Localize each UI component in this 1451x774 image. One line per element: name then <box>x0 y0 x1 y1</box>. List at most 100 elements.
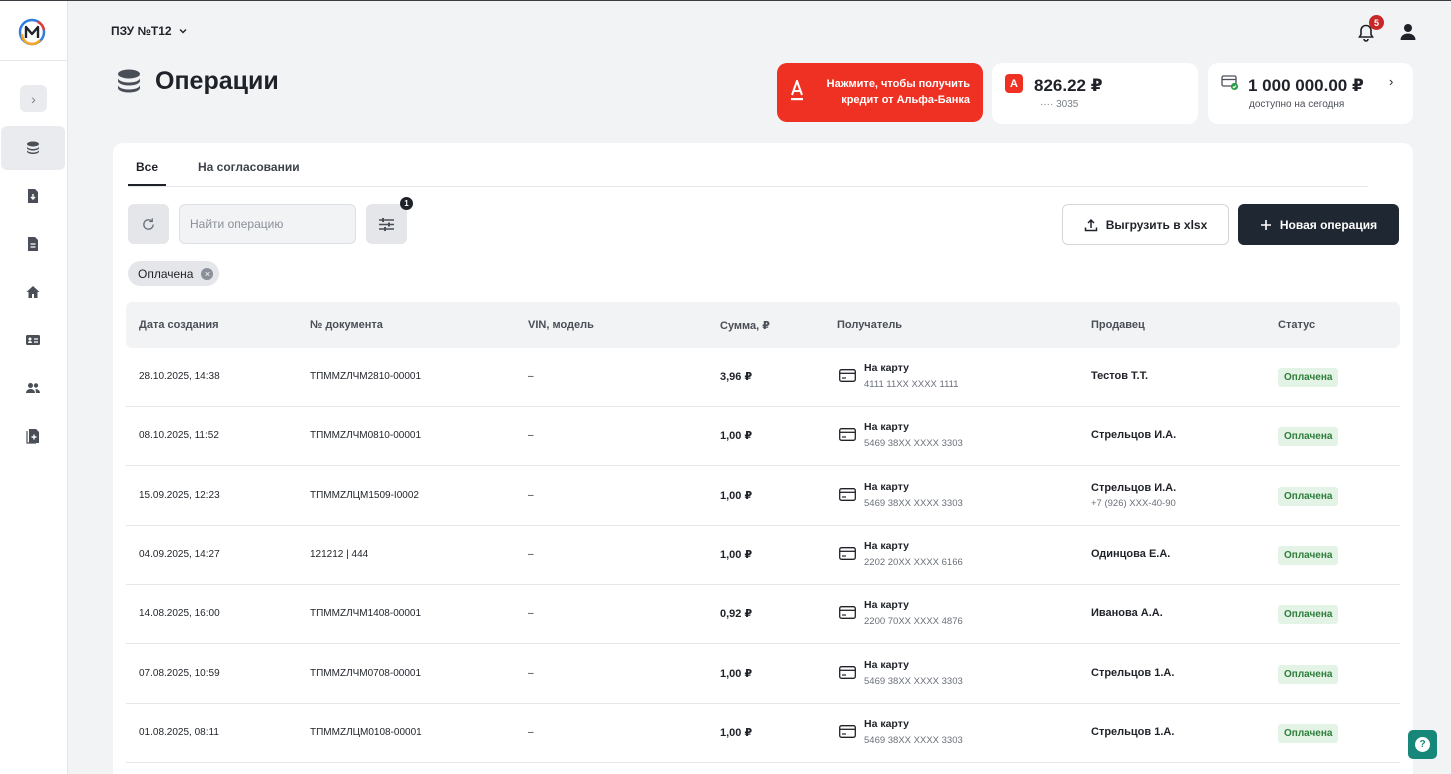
credit-card-icon <box>839 428 856 442</box>
question-icon: ? <box>1415 737 1430 752</box>
table-row[interactable]: 01.08.2025, 08:11 ТПММZЛЦМ0108-00001 – 1,00… <box>126 704 1400 763</box>
status-badge: Оплачена <box>1278 605 1339 625</box>
organization-select[interactable]: ПЗУ №Т12 <box>111 24 188 38</box>
id-card-icon <box>26 335 40 345</box>
coins-stack-icon <box>27 141 39 154</box>
cell-seller: Стрельцов 1.А. <box>1091 666 1175 679</box>
chevron-right-icon: › <box>1389 74 1394 89</box>
status-badge: Оплачена <box>1278 664 1339 684</box>
cell-recipient-card: 5469 38XX XXXX 3303 <box>864 675 963 687</box>
cell-vin: – <box>528 548 534 560</box>
credit-card-icon <box>839 724 856 738</box>
cell-document-number: ТПММZЛЦМ1509-I0002 <box>310 489 419 501</box>
cell-amount: 1,00 ₽ <box>720 726 753 739</box>
cell-amount: 0,92 ₽ <box>720 608 753 621</box>
table-row[interactable]: 04.09.2025, 14:27 121212 | 444 – 1,00 ₽ На к… <box>126 526 1400 585</box>
table-row[interactable]: 14.08.2025, 16:00 ТПММZЛЧМ1408-00001 – 0,92… <box>126 585 1400 645</box>
cell-recipient-type: На карту <box>864 362 909 374</box>
cell-recipient-type: На карту <box>864 658 909 671</box>
table-header: Дата создания № документа VIN, модель Су… <box>126 302 1400 348</box>
status-badge: Оплачена <box>1278 427 1339 447</box>
cell-seller: Иванова А.А. <box>1091 607 1163 620</box>
cell-vin: – <box>528 608 534 620</box>
cell-date: 01.08.2025, 08:11 <box>139 726 219 738</box>
alfa-credit-promo[interactable]: Нажмите, чтобы получить кредит от Альфа-… <box>777 63 983 122</box>
document-download-icon <box>28 189 38 203</box>
sidebar-item-users[interactable] <box>1 366 65 410</box>
home-icon <box>26 286 40 298</box>
cell-amount: 1,00 ₽ <box>720 430 753 443</box>
bank-logo-icon: А <box>1005 74 1023 93</box>
available-limit-amount: 1 000 000.00 ₽ <box>1248 76 1364 95</box>
cell-vin: – <box>528 667 534 679</box>
organization-name: ПЗУ №Т12 <box>111 24 172 38</box>
help-button[interactable]: ? <box>1408 730 1437 759</box>
sidebar: › <box>0 1 68 774</box>
new-operation-label: Новая операция <box>1279 217 1378 232</box>
cell-date: 07.08.2025, 10:59 <box>139 667 220 679</box>
sidebar-item-id-card[interactable] <box>1 318 65 362</box>
cell-recipient-card: 4111 11XX XXXX 1111 <box>864 379 959 390</box>
credit-card-icon <box>839 369 856 382</box>
cell-amount: 1,00 ₽ <box>720 548 753 561</box>
cell-document-number: 121212 | 444 <box>310 548 369 560</box>
alfa-promo-text: Нажмите, чтобы получить кредит от Альфа-… <box>826 78 970 106</box>
cell-vin: – <box>528 726 534 738</box>
column-header-amount[interactable]: Сумма, ₽ <box>720 320 770 332</box>
user-profile-icon[interactable] <box>1398 22 1418 42</box>
column-header-recipient[interactable]: Получатель <box>837 319 903 331</box>
refresh-button[interactable] <box>128 204 169 244</box>
column-header-seller[interactable]: Продавец <box>1091 319 1145 331</box>
cell-seller: Тестов Т.Т. <box>1091 370 1149 382</box>
cell-document-number: ТПММZЛЧМ1408-00001 <box>310 608 422 620</box>
search-input[interactable] <box>179 204 356 244</box>
tab-pending-approval[interactable]: На согласовании <box>198 160 300 174</box>
balance-card[interactable]: А 826.22 ₽ ···· 3035 <box>992 63 1198 124</box>
sidebar-item-documents[interactable] <box>1 222 65 266</box>
filter-chip-label: Оплачена <box>138 266 194 281</box>
alfa-bank-logo-icon <box>791 80 803 101</box>
new-operation-button[interactable]: Новая операция <box>1238 204 1399 245</box>
sidebar-item-document-add[interactable] <box>1 414 65 458</box>
cell-recipient-card: 5469 38XX XXXX 3303 <box>864 734 963 746</box>
bell-icon[interactable] <box>1356 23 1376 43</box>
credit-card-icon <box>839 546 856 560</box>
cell-seller: Стрельцов 1.А. <box>1091 725 1175 738</box>
cell-vin: – <box>528 430 534 442</box>
sidebar-item-operations[interactable] <box>1 126 65 170</box>
table-row[interactable]: 15.09.2025, 12:23 ТПММZЛЦМ1509-I0002 – 1,00… <box>126 467 1400 526</box>
sidebar-expand-button[interactable]: › <box>20 85 47 112</box>
cell-recipient-card: 2202 20XX XXXX 6166 <box>864 556 963 568</box>
cell-document-number: ТПММZЛЧМ2810-00001 <box>310 371 422 382</box>
document-icon <box>28 237 38 251</box>
sidebar-item-document-download[interactable] <box>1 174 65 218</box>
cell-recipient-type: На карту <box>864 421 909 434</box>
table-row[interactable]: 08.10.2025, 11:52 ТПММZЛЧМ0810-00001 – 1,00… <box>126 407 1400 467</box>
table-row[interactable]: 07.08.2025, 10:59 ТПММZЛЧМ0708-00001 – 1,00… <box>126 645 1400 704</box>
tab-all[interactable]: Все <box>136 160 159 174</box>
sidebar-item-home[interactable] <box>1 270 65 314</box>
card-check-icon <box>1221 75 1239 91</box>
column-header-status[interactable]: Статус <box>1278 319 1316 331</box>
app-logo-icon[interactable] <box>18 18 46 46</box>
cell-vin: – <box>528 371 534 382</box>
chevron-down-icon <box>179 29 187 34</box>
status-badge: Оплачена <box>1278 368 1339 387</box>
column-header-date[interactable]: Дата создания <box>139 319 219 331</box>
notifications-badge: 5 <box>1369 15 1384 30</box>
cell-recipient-type: На карту <box>864 539 909 552</box>
cell-seller: Стрельцов И.А. <box>1091 481 1177 494</box>
coins-stack-icon <box>118 69 140 93</box>
credit-card-icon <box>839 487 856 501</box>
table-row[interactable]: 28.10.2025, 14:38 ТПММZЛЧМ2810-00001 – 3,96… <box>126 348 1400 407</box>
column-header-document[interactable]: № документа <box>310 319 383 331</box>
upload-icon <box>1084 218 1097 231</box>
cell-amount: 3,96 ₽ <box>720 371 753 383</box>
available-limit-card[interactable]: 1 000 000.00 ₽ доступно на сегодня › <box>1208 63 1413 124</box>
export-xlsx-button[interactable]: Выгрузить в xlsx <box>1062 204 1229 245</box>
document-add-icon <box>26 429 39 444</box>
close-icon[interactable]: × <box>201 267 214 280</box>
column-header-vin[interactable]: VIN, модель <box>528 319 594 331</box>
filters-button[interactable] <box>366 204 407 244</box>
cell-amount: 1,00 ₽ <box>720 667 753 680</box>
